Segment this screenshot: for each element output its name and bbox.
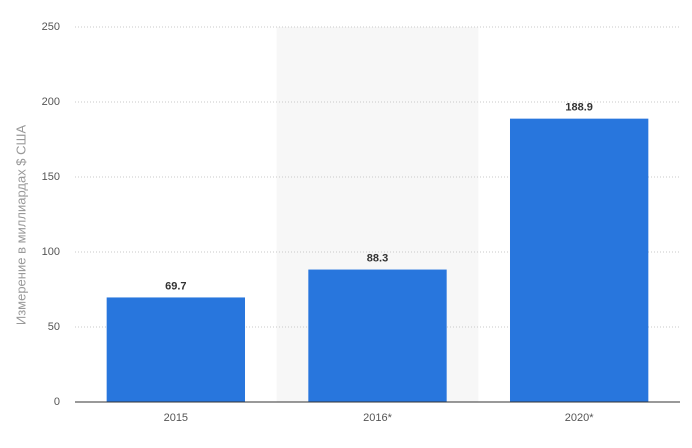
bar xyxy=(106,297,246,402)
x-tick-label: 2020* xyxy=(565,412,594,424)
x-tick-label: 2016* xyxy=(363,412,392,424)
y-tick-label: 200 xyxy=(42,96,60,108)
bar xyxy=(509,118,649,403)
y-tick-label: 150 xyxy=(42,171,60,183)
y-tick-label: 0 xyxy=(54,396,60,408)
data-label: 188.9 xyxy=(565,102,593,114)
data-label: 88.3 xyxy=(367,252,388,264)
x-tick-label: 2015 xyxy=(164,412,188,424)
y-tick-label: 50 xyxy=(48,321,60,333)
bar xyxy=(308,269,447,402)
y-axis-label: Измерение в миллиардах $ США xyxy=(13,125,28,326)
y-tick-label: 100 xyxy=(42,246,60,258)
y-tick-label: 250 xyxy=(42,21,60,33)
data-label: 69.7 xyxy=(165,280,186,292)
